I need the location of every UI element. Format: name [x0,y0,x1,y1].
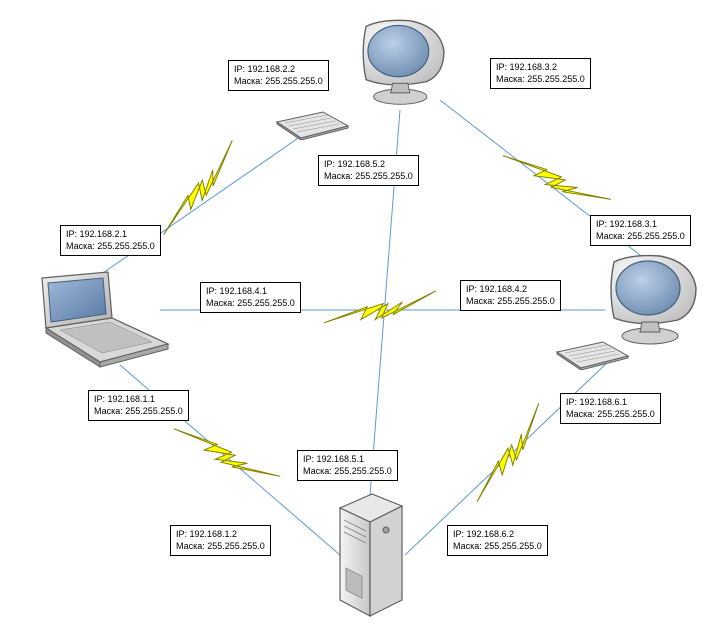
ip-line: IP: 192.168.3.2 [496,62,585,74]
mask-line: Маска: 255.255.255.0 [466,296,555,308]
crt-monitor-top [350,15,460,110]
mask-line: Маска: 255.255.255.0 [94,406,183,418]
mask-line: Маска: 255.255.255.0 [176,541,265,553]
ip-line: IP: 192.168.5.1 [303,454,392,466]
ip-label: IP: 192.168.5.2Маска: 255.255.255.0 [318,155,419,186]
keyboard-top [275,110,350,140]
ip-label: IP: 192.168.3.2Маска: 255.255.255.0 [490,58,591,89]
ip-label: IP: 192.168.2.1Маска: 255.255.255.0 [60,225,161,256]
server-tower [330,490,410,620]
ip-label: IP: 192.168.1.2Маска: 255.255.255.0 [170,525,271,556]
ip-label: IP: 192.168.3.1Маска: 255.255.255.0 [590,215,691,246]
ip-label: IP: 192.168.4.2Маска: 255.255.255.0 [460,280,561,311]
mask-line: Маска: 255.255.255.0 [324,171,413,183]
laptop-device [30,270,170,370]
mask-line: Маска: 255.255.255.0 [303,466,392,478]
mask-line: Маска: 255.255.255.0 [566,409,655,421]
ip-label: IP: 192.168.4.1Маска: 255.255.255.0 [200,282,301,313]
ip-label: IP: 192.168.1.1Маска: 255.255.255.0 [88,390,189,421]
ip-line: IP: 192.168.4.1 [206,286,295,298]
ip-line: IP: 192.168.2.2 [234,64,323,76]
ip-line: IP: 192.168.4.2 [466,284,555,296]
ip-line: IP: 192.168.6.1 [566,397,655,409]
keyboard-right [555,340,630,370]
ip-label: IP: 192.168.6.1Маска: 255.255.255.0 [560,393,661,424]
mask-line: Маска: 255.255.255.0 [496,74,585,86]
mask-line: Маска: 255.255.255.0 [234,76,323,88]
ip-line: IP: 192.168.3.1 [596,219,685,231]
ip-label: IP: 192.168.6.2Маска: 255.255.255.0 [447,525,548,556]
crt-monitor-right [600,250,710,350]
ip-line: IP: 192.168.6.2 [453,529,542,541]
ip-line: IP: 192.168.1.2 [176,529,265,541]
ip-line: IP: 192.168.5.2 [324,159,413,171]
ip-line: IP: 192.168.1.1 [94,394,183,406]
mask-line: Маска: 255.255.255.0 [453,541,542,553]
mask-line: Маска: 255.255.255.0 [206,298,295,310]
ip-line: IP: 192.168.2.1 [66,229,155,241]
ip-label: IP: 192.168.5.1Маска: 255.255.255.0 [297,450,398,481]
mask-line: Маска: 255.255.255.0 [66,241,155,253]
ip-label: IP: 192.168.2.2Маска: 255.255.255.0 [228,60,329,91]
mask-line: Маска: 255.255.255.0 [596,231,685,243]
